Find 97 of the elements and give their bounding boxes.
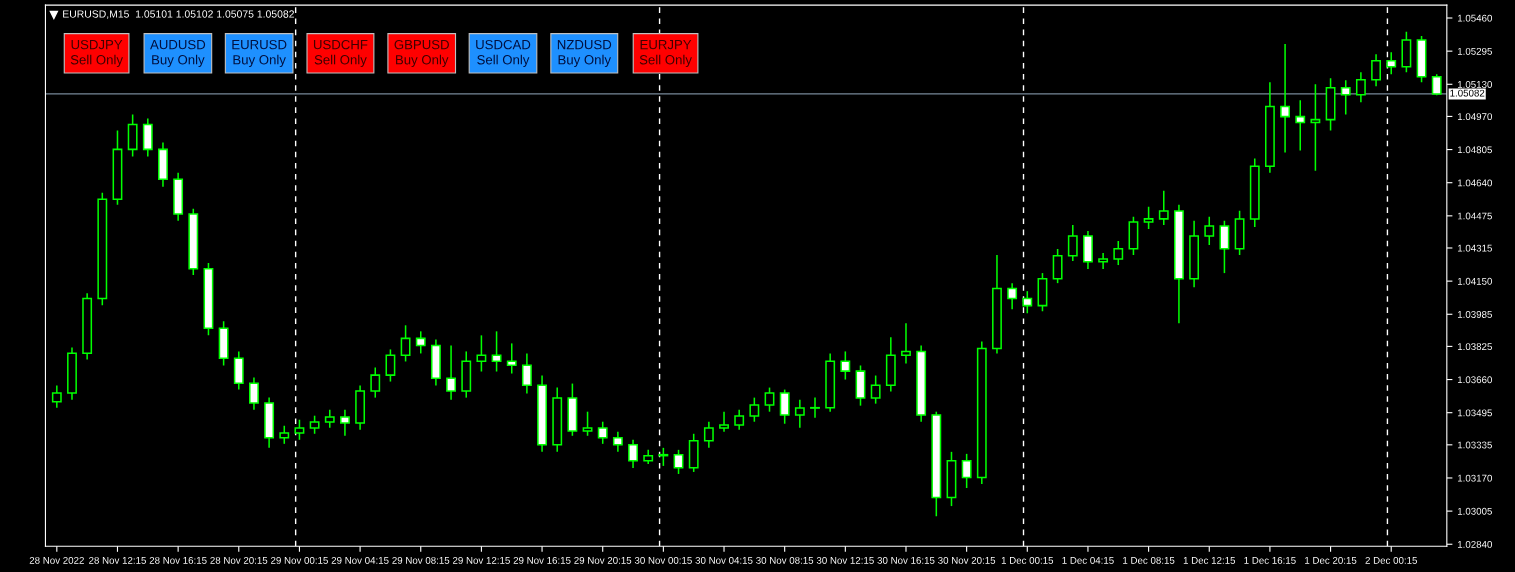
candlestick <box>1052 248 1063 284</box>
annotation: GBPUSD Buy Only <box>394 39 449 68</box>
annotation: AUDUSD Buy Only <box>150 39 206 68</box>
y-tick-label: 1.02840 <box>1457 540 1492 548</box>
candlestick <box>521 352 532 395</box>
candlestick <box>1310 83 1321 172</box>
y-tick-label: 1.03825 <box>1457 343 1492 351</box>
candlestick <box>1067 224 1078 262</box>
annotation: EURJPY Sell Only <box>639 40 692 68</box>
candlestick <box>901 322 911 365</box>
y-tick-label: 1.05460 <box>1457 14 1492 22</box>
candlestick <box>476 334 487 373</box>
candlestick <box>279 424 290 445</box>
candlestick <box>339 408 350 437</box>
x-tick-label: 30 Nov 08:15 <box>756 556 814 564</box>
candlestick <box>385 348 396 383</box>
x-tick-label: 29 Nov 16:15 <box>513 556 571 564</box>
x-tick-label: 29 Nov 04:15 <box>331 556 389 564</box>
candlestick <box>1007 282 1018 311</box>
chart-title: EURUSD,M15 1.05101 1.05102 1.05075 1.05082 <box>63 10 294 19</box>
y-tick-label: 1.04805 <box>1457 146 1492 154</box>
annotation: USDCAD Sell Only <box>476 39 531 68</box>
candlestick <box>1355 71 1366 104</box>
candlestick <box>1280 43 1291 154</box>
x-tick-label: 29 Nov 20:15 <box>574 556 632 564</box>
candlestick <box>597 420 608 445</box>
candlestick <box>628 439 638 469</box>
candlestick <box>719 410 729 433</box>
candlestick <box>1143 206 1154 230</box>
y-tick-label: 1.05130 <box>1457 81 1492 88</box>
x-tick-label: 30 Nov 00:15 <box>634 556 692 564</box>
candlestick <box>294 418 305 441</box>
ref-line-label: 1.05082 <box>1450 89 1485 97</box>
annotation: USDCHF Sell Only <box>313 39 368 68</box>
candlestick <box>309 414 320 435</box>
candlestick <box>1340 79 1351 116</box>
candlestick <box>764 386 775 413</box>
annotation: EURUSD Buy Only <box>232 39 287 68</box>
candlestick <box>1371 53 1381 88</box>
y-tick-label: 1.04315 <box>1457 244 1492 252</box>
x-tick-label: 28 Nov 16:15 <box>149 556 207 564</box>
candlestick <box>794 398 805 429</box>
candlestick <box>1113 240 1124 266</box>
x-tick-label: 30 Nov 20:15 <box>938 556 996 564</box>
y-tick-label: 1.04970 <box>1457 113 1492 121</box>
x-tick-label: 30 Nov 16:15 <box>877 556 935 564</box>
x-tick-label: 2 Dec 00:15 <box>1365 556 1418 564</box>
candlestick <box>582 410 593 437</box>
candlestick <box>734 408 745 431</box>
y-tick-label: 1.04150 <box>1457 277 1492 285</box>
x-tick-label: 29 Nov 12:15 <box>452 556 510 564</box>
candlestick <box>840 350 851 381</box>
x-tick-label: 28 Nov 20:15 <box>210 556 268 564</box>
annotation: USDJPY Sell Only <box>70 39 123 68</box>
x-tick-label: 1 Dec 08:15 <box>1123 556 1175 564</box>
y-tick-label: 1.03660 <box>1457 376 1492 384</box>
x-tick-label: 1 Dec 12:15 <box>1183 556 1236 564</box>
candlestick <box>506 342 517 375</box>
candlestick <box>51 384 62 409</box>
x-tick-label: 30 Nov 04:15 <box>695 556 753 564</box>
candlestick <box>491 330 502 373</box>
candlestick <box>779 388 790 425</box>
candlestick <box>810 396 820 419</box>
candlestick <box>870 374 881 405</box>
candlestick <box>370 366 381 399</box>
x-tick-label: 1 Dec 04:15 <box>1062 556 1114 564</box>
candlestick <box>324 408 335 429</box>
candlestick <box>400 324 411 363</box>
candlestick <box>415 330 426 355</box>
x-tick-label: 1 Dec 00:15 <box>1001 556 1054 564</box>
candlestick <box>1295 99 1306 152</box>
x-tick-label: 28 Nov 12:15 <box>89 556 146 564</box>
candlestick <box>961 453 972 489</box>
candlestick <box>749 396 760 423</box>
y-tick-label: 1.03005 <box>1457 507 1492 515</box>
candlestick <box>1219 220 1230 274</box>
candlestick <box>703 420 714 449</box>
candlestick <box>446 344 457 401</box>
candlestick <box>249 376 259 411</box>
x-tick-label: 30 Nov 12:15 <box>816 556 874 564</box>
y-tick-label: 1.03170 <box>1457 474 1492 482</box>
y-tick-label: 1.03495 <box>1457 409 1492 417</box>
x-tick-label: 28 Nov 2022 <box>29 556 84 564</box>
y-tick-label: 1.03985 <box>1457 311 1492 318</box>
y-tick-label: 1.03335 <box>1457 441 1492 449</box>
y-tick-label: 1.05295 <box>1457 47 1492 55</box>
y-tick-label: 1.04475 <box>1457 212 1492 220</box>
x-tick-label: 1 Dec 20:15 <box>1305 556 1357 564</box>
annotation: NZDUSD Buy Only <box>557 39 612 68</box>
x-tick-label: 29 Nov 00:15 <box>271 556 328 564</box>
candlestick <box>1386 51 1397 76</box>
x-tick-label: 29 Nov 08:15 <box>392 556 450 564</box>
y-tick-label: 1.04640 <box>1457 179 1492 187</box>
x-tick-label: 1 Dec 16:15 <box>1244 556 1296 564</box>
candlestick <box>612 431 623 453</box>
candlestick <box>1204 216 1215 246</box>
candlestick <box>1158 189 1169 226</box>
